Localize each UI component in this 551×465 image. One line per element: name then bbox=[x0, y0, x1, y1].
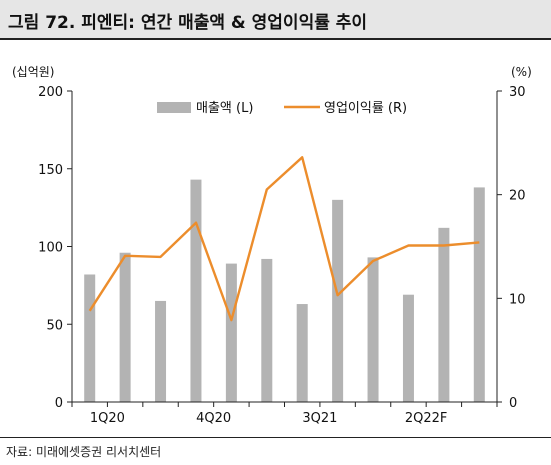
right-tick-label: 10 bbox=[509, 292, 526, 307]
x-tick-label: 4Q20 bbox=[196, 411, 231, 426]
legend-line-label: 영업이익률 (R) bbox=[324, 101, 407, 116]
bar-2Q20 bbox=[119, 252, 131, 402]
x-tick-label: 3Q21 bbox=[302, 411, 337, 426]
bar-3Q22F bbox=[438, 227, 450, 402]
chart: 0 50 100 150 200 (십억원) 0 10 20 30 (%) 1Q20 4Q20 3Q2… bbox=[12, 65, 532, 426]
title-bar: 그림 72. 피엔티: 연간 매출액 & 영업이익률 추이 bbox=[0, 0, 551, 40]
bar-4Q20 bbox=[190, 179, 202, 402]
right-axis: 0 10 20 30 (%) bbox=[496, 65, 532, 411]
x-tick-label: 1Q20 bbox=[90, 411, 125, 426]
left-tick-label: 100 bbox=[38, 241, 63, 256]
left-axis-unit: (십억원) bbox=[12, 65, 54, 79]
bar-1Q22F bbox=[367, 257, 379, 402]
left-tick-label: 150 bbox=[38, 163, 63, 178]
source-note: 자료: 미래에셋증권 리서치센터 bbox=[6, 445, 162, 459]
bar-2Q22F bbox=[402, 294, 414, 402]
margin-line bbox=[88, 156, 480, 322]
x-tick-label: 2Q22F bbox=[405, 411, 448, 426]
legend: 매출액 (L) 영업이익률 (R) bbox=[157, 101, 407, 116]
legend-bar-label: 매출액 (L) bbox=[196, 101, 253, 116]
bar-3Q21 bbox=[296, 304, 308, 402]
left-tick-label: 50 bbox=[46, 318, 63, 333]
bar-2Q21 bbox=[261, 258, 273, 402]
left-axis: 0 50 100 150 200 (십억원) bbox=[12, 65, 73, 411]
right-axis-unit: (%) bbox=[511, 65, 532, 79]
bar-1Q21 bbox=[225, 263, 237, 402]
line-series bbox=[88, 156, 480, 322]
bars-series bbox=[84, 179, 485, 402]
left-tick-label: 0 bbox=[55, 396, 63, 411]
right-tick-label: 20 bbox=[509, 189, 526, 204]
bar-4Q21 bbox=[332, 199, 344, 402]
right-tick-label: 30 bbox=[509, 85, 526, 100]
right-tick-label: 0 bbox=[509, 396, 517, 411]
legend-bar-swatch bbox=[157, 102, 191, 113]
bar-3Q20 bbox=[155, 300, 167, 402]
bottom-rule bbox=[0, 437, 551, 438]
bar-4Q22F bbox=[473, 187, 485, 402]
left-tick-label: 200 bbox=[38, 85, 63, 100]
x-axis: 1Q20 4Q20 3Q21 2Q22F bbox=[71, 401, 498, 426]
chart-title: 그림 72. 피엔티: 연간 매출액 & 영업이익률 추이 bbox=[8, 13, 368, 33]
bar-1Q20 bbox=[84, 274, 96, 402]
